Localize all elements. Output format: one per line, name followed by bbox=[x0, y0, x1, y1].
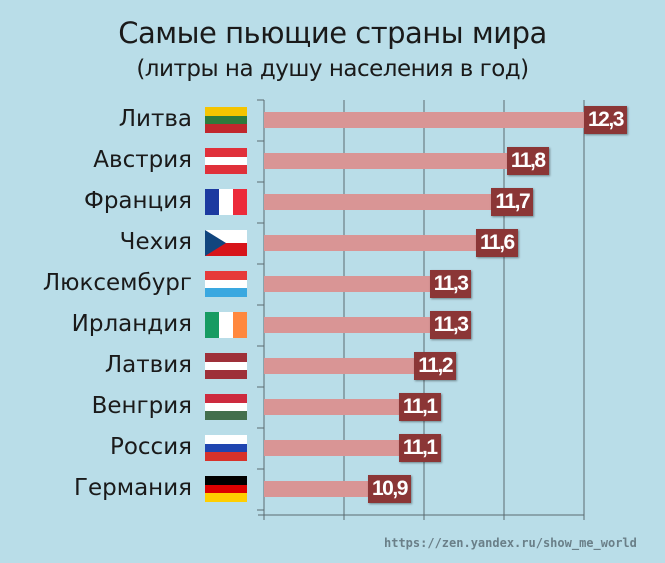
flag-icon bbox=[205, 148, 247, 175]
country-label: Чехия bbox=[119, 229, 192, 255]
data-label: 12,3 bbox=[584, 106, 627, 134]
chart-title: Самые пьющие страны мира bbox=[118, 16, 547, 50]
country-label: Россия bbox=[109, 434, 192, 460]
bar bbox=[264, 481, 372, 497]
flag-icon bbox=[205, 189, 247, 215]
bar bbox=[264, 440, 403, 456]
bar bbox=[264, 399, 403, 415]
flag-icon bbox=[205, 312, 247, 338]
bar bbox=[264, 112, 588, 128]
bar bbox=[264, 358, 419, 374]
country-label: Латвия bbox=[104, 352, 192, 378]
bar bbox=[264, 276, 434, 292]
country-label: Литва bbox=[118, 106, 192, 132]
country-label: Австрия bbox=[93, 147, 192, 173]
bar bbox=[264, 235, 480, 251]
data-label: 11,6 bbox=[476, 229, 518, 257]
data-label: 11,3 bbox=[429, 270, 472, 298]
chart-subtitle: (литры на душу населения в год) bbox=[136, 56, 529, 82]
source-url: https://zen.yandex.ru/show_me_world bbox=[384, 536, 637, 550]
country-label: Германия bbox=[73, 475, 192, 501]
flag-icon bbox=[205, 476, 247, 503]
bar bbox=[264, 194, 496, 210]
data-label: 11,3 bbox=[429, 311, 472, 339]
data-label: 11,7 bbox=[491, 188, 534, 216]
bar bbox=[264, 317, 434, 333]
flag-icon bbox=[205, 230, 247, 256]
country-label: Ирландия bbox=[71, 311, 192, 337]
country-label: Люксембург bbox=[42, 270, 192, 296]
country-label: Франция bbox=[84, 188, 192, 214]
country-label: Венгрия bbox=[91, 393, 192, 419]
flag-icon bbox=[205, 271, 247, 298]
data-label: 11,8 bbox=[506, 147, 549, 175]
data-label: 11,1 bbox=[398, 434, 441, 462]
flag-icon bbox=[205, 394, 247, 421]
flag-icon bbox=[205, 353, 247, 380]
flag-icon bbox=[205, 107, 247, 134]
bar bbox=[264, 153, 511, 169]
flag-icon bbox=[205, 435, 247, 462]
data-label: 10,9 bbox=[368, 475, 411, 503]
data-label: 11,2 bbox=[414, 352, 456, 380]
data-label: 11,1 bbox=[398, 393, 441, 421]
